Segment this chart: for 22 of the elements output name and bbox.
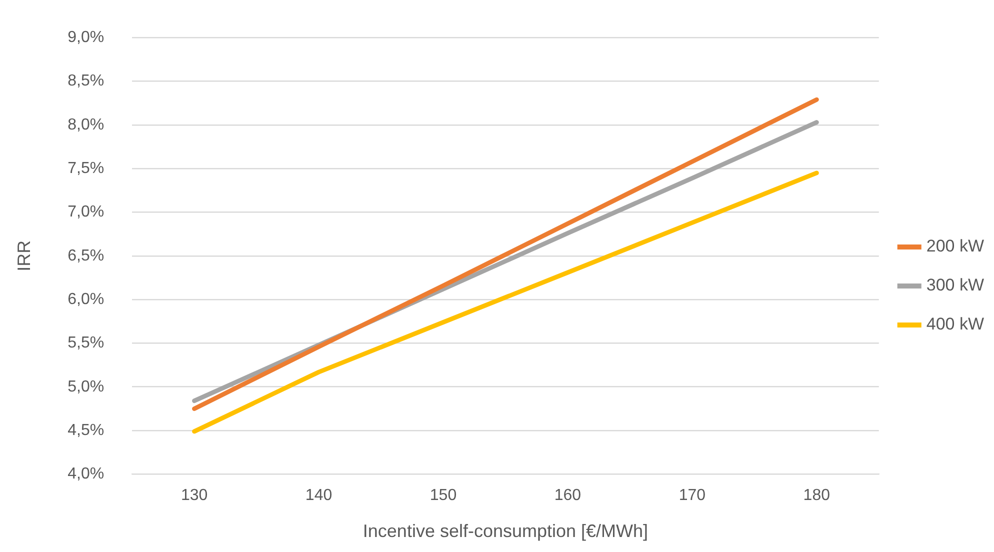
y-tick-label: 5,0%	[68, 378, 104, 396]
x-tick-label: 170	[678, 487, 706, 504]
x-tick-label: 180	[803, 487, 830, 504]
x-tick-label: 130	[180, 487, 208, 504]
y-tick-label: 7,5%	[68, 160, 104, 177]
y-tick-label: 6,5%	[68, 247, 104, 264]
y-tick-label: 4,5%	[68, 422, 104, 439]
legend-label: 300 kW	[926, 276, 984, 295]
y-tick-label: 8,0%	[68, 116, 104, 134]
y-tick-label: 9,0%	[68, 29, 104, 46]
y-tick-label: 4,0%	[68, 466, 104, 483]
x-tick-label: 150	[430, 487, 457, 504]
x-tick-label: 160	[554, 487, 582, 504]
y-axis-title: IRR	[14, 240, 34, 272]
y-tick-label: 7,0%	[68, 204, 104, 221]
y-tick-label: 8,5%	[68, 72, 104, 90]
legend-label: 200 kW	[926, 236, 984, 256]
x-axis-title: Incentive self-consumption [€/MWh]	[362, 521, 648, 542]
y-tick-label: 5,5%	[68, 334, 104, 352]
x-tick-label: 140	[305, 487, 332, 504]
y-tick-label: 6,0%	[68, 290, 104, 308]
legend-label: 400 kW	[926, 314, 984, 334]
